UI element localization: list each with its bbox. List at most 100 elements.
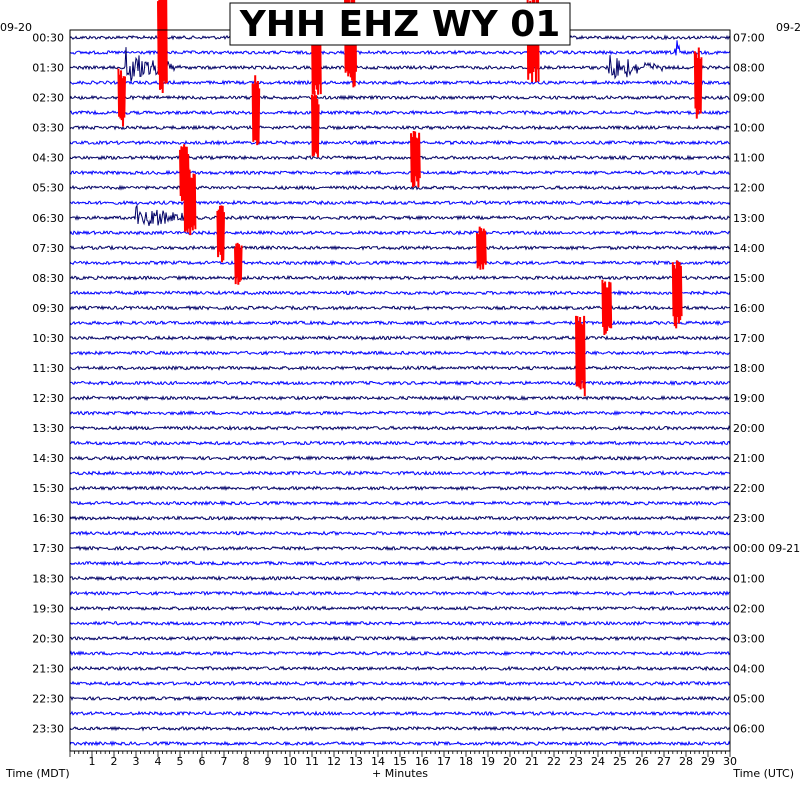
- x-tick-label: 20: [503, 755, 517, 768]
- left-time-label: 06:30: [32, 212, 64, 225]
- trace-row: [69, 635, 731, 642]
- right-time-labels: 07:00 08:00 09:00 10:00 11:00 12:00 13:00 14:00…: [733, 32, 800, 736]
- x-tick-label: 28: [679, 755, 693, 768]
- left-time-label: 08:30: [32, 272, 64, 285]
- trace-row: [69, 139, 731, 146]
- trace-row: [69, 47, 731, 82]
- left-time-label: 10:30: [32, 332, 64, 345]
- event-mark: [671, 260, 683, 329]
- trace-row: [69, 274, 731, 281]
- left-date-label: 09-20: [0, 21, 32, 34]
- right-time-label: 06:00: [733, 722, 765, 735]
- event-mark: [601, 279, 613, 336]
- left-time-label: 03:30: [32, 122, 64, 135]
- left-time-label: 02:30: [32, 92, 64, 105]
- event-layer: [117, 0, 703, 397]
- event-mark: [117, 68, 126, 127]
- trace-row: [69, 530, 731, 537]
- x-tick-label: 13: [349, 755, 363, 768]
- x-tick-label: 6: [199, 755, 206, 768]
- left-time-label: 13:30: [32, 422, 64, 435]
- trace-row: [69, 650, 731, 657]
- left-time-label: 22:30: [32, 692, 64, 705]
- trace-row: [69, 500, 731, 507]
- trace-row: [69, 40, 731, 56]
- left-time-label: 19:30: [32, 602, 64, 615]
- right-date-label: 09-2: [776, 21, 800, 34]
- trace-row: [69, 424, 731, 431]
- trace-row: [69, 680, 731, 687]
- left-time-label: 16:30: [32, 512, 64, 525]
- event-mark: [693, 47, 703, 119]
- x-tick-label: 5: [177, 755, 184, 768]
- event-mark: [575, 315, 586, 397]
- trace-row: [69, 560, 731, 567]
- left-time-label: 05:30: [32, 182, 64, 195]
- x-tick-label: 19: [481, 755, 495, 768]
- x-tick-label: 30: [723, 755, 737, 768]
- trace-row: [69, 334, 731, 342]
- left-time-label: 15:30: [32, 482, 64, 495]
- x-tick-label: 22: [547, 755, 561, 768]
- right-time-label: 13:00: [733, 212, 765, 225]
- event-mark: [410, 130, 421, 188]
- x-axis-title: + Minutes: [372, 767, 428, 780]
- x-tick-label: 26: [635, 755, 649, 768]
- right-time-label: 07:00: [733, 32, 765, 45]
- event-mark: [311, 90, 320, 158]
- left-time-label: 04:30: [32, 152, 64, 165]
- chart-title: YHH EHZ WY 01: [239, 4, 561, 45]
- trace-row: [70, 365, 731, 371]
- left-time-label: 17:30: [32, 542, 64, 555]
- x-tick-label: 7: [221, 755, 228, 768]
- x-tick-label: 8: [243, 755, 250, 768]
- x-tick-label: 21: [525, 755, 539, 768]
- event-mark: [183, 167, 197, 236]
- event-mark: [234, 242, 243, 285]
- x-axis-ticks: 1 2 3 4 5 6 7 8 9 10 11 12 13 14 15 16 17 18 19 20 21 22 23 24 2…: [69, 751, 737, 768]
- trace-row: [69, 455, 731, 462]
- trace-row: [69, 94, 731, 101]
- trace-row: [69, 199, 731, 206]
- right-time-label: 00:00 09-21: [733, 542, 800, 555]
- right-time-label: 18:00: [733, 362, 765, 375]
- trace-row: [69, 229, 731, 236]
- right-time-label: 03:00: [733, 632, 765, 645]
- x-tick-label: 3: [133, 755, 140, 768]
- event-mark: [157, 0, 168, 94]
- trace-row: [69, 575, 731, 582]
- trace-row: [69, 665, 731, 672]
- x-tick-label: 9: [265, 755, 272, 768]
- right-time-label: 09:00: [733, 92, 765, 105]
- trace-row: [69, 319, 731, 327]
- right-time-label: 01:00: [733, 572, 765, 585]
- trace-row: [69, 515, 731, 522]
- x-tick-label: 24: [591, 755, 605, 768]
- trace-row: [69, 725, 731, 732]
- left-time-label: 01:30: [32, 62, 64, 75]
- event-mark: [476, 226, 487, 270]
- trace-row: [69, 124, 731, 131]
- trace-row: [69, 410, 731, 417]
- right-time-label: 23:00: [733, 512, 765, 525]
- right-time-label: 20:00: [733, 422, 765, 435]
- x-tick-label: 17: [437, 755, 451, 768]
- trace-layer: [69, 34, 731, 747]
- x-tick-label: 14: [371, 755, 385, 768]
- left-axis-title: Time (MDT): [5, 767, 70, 780]
- right-time-label: 10:00: [733, 122, 765, 135]
- trace-row: [69, 740, 731, 747]
- left-time-label: 07:30: [32, 242, 64, 255]
- x-tick-label: 25: [613, 755, 627, 768]
- right-time-label: 04:00: [733, 662, 765, 675]
- trace-row: [69, 620, 731, 627]
- x-tick-label: 16: [415, 755, 429, 768]
- x-tick-label: 18: [459, 755, 473, 768]
- x-tick-label: 2: [111, 755, 118, 768]
- trace-row: [69, 109, 731, 116]
- x-tick-label: 10: [283, 755, 297, 768]
- trace-row: [69, 439, 731, 447]
- trace-row: [69, 710, 731, 717]
- trace-row: [69, 79, 731, 86]
